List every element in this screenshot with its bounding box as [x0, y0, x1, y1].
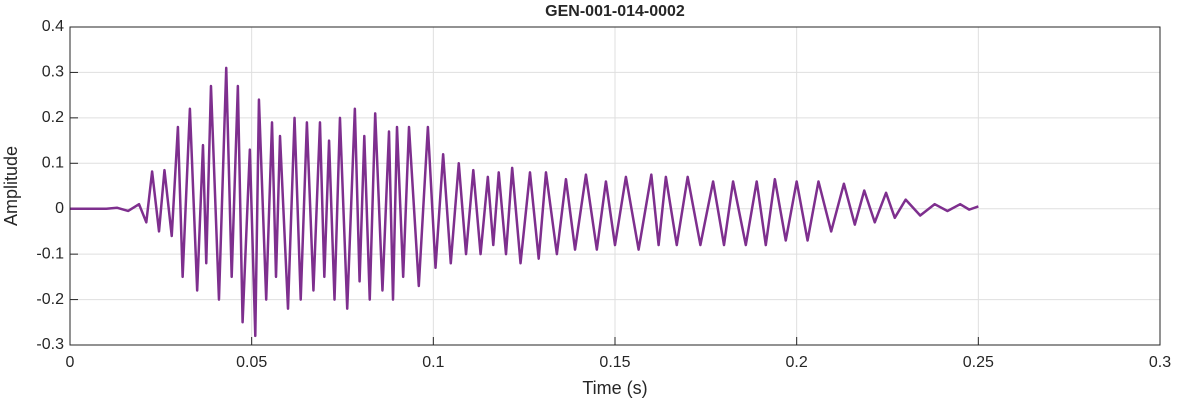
chart-title: GEN-001-014-0002: [545, 3, 685, 20]
y-tick-label: 0: [55, 200, 64, 217]
x-axis-label: Time (s): [582, 378, 647, 398]
y-tick-label: -0.3: [36, 336, 64, 353]
x-tick-label: 0.2: [786, 354, 808, 371]
y-tick-label: 0.3: [42, 64, 64, 81]
x-tick-label: 0.1: [422, 354, 444, 371]
axes-box: [69, 26, 1161, 346]
x-tick-label: 0.3: [1149, 354, 1171, 371]
x-tick-label: 0.05: [236, 354, 267, 371]
y-tick-label: -0.2: [36, 291, 64, 308]
y-tick-label: 0.1: [42, 155, 64, 172]
x-tick-label: 0.15: [599, 354, 630, 371]
y-axis-label: Amplitude: [1, 146, 21, 226]
x-tick-label: 0: [66, 354, 75, 371]
y-tick-label: 0.4: [42, 18, 64, 35]
x-tick-label: 0.25: [963, 354, 994, 371]
y-tick-label: 0.2: [42, 109, 64, 126]
line-series: [70, 66, 979, 338]
y-tick-label: -0.1: [36, 245, 64, 262]
